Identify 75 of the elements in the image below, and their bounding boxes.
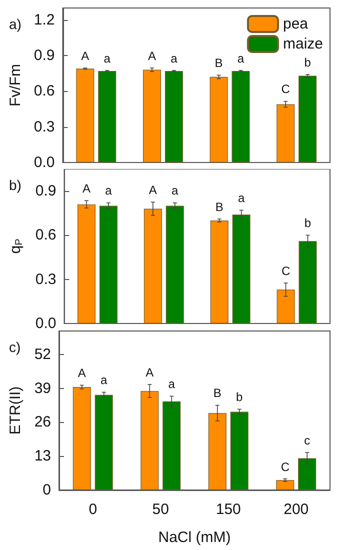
bar [94,394,113,490]
data-label: C [280,460,290,474]
data-label: A [146,365,154,380]
y-tick-label: 52 [34,346,51,363]
data-label: A [82,181,90,196]
y-axis-title: ETR(II) [7,386,24,435]
y-axis-title: Fv/Fm [7,64,24,106]
bar [140,390,159,490]
data-label: a [168,377,176,392]
y-tick-label: 26 [34,414,51,431]
bar [77,204,96,324]
y-tick-label: 0.3 [34,118,55,136]
bar [210,76,228,162]
bar [98,70,116,162]
x-tick-label: 50 [152,501,169,518]
x-tick-label: 150 [216,501,241,518]
y-tick-label: 0.9 [34,47,55,64]
data-label: A [148,182,157,197]
y-tick-label: 0.0 [35,315,56,332]
bar [232,214,250,324]
data-label: a [100,373,108,388]
y-tick-label: 0.6 [35,226,56,244]
y-tick-label: 39 [34,380,51,397]
legend-label: maize [282,36,324,52]
y-tick-label: 0.3 [35,270,56,288]
data-label: b [236,390,244,404]
data-label: a [104,51,111,66]
x-axis-title: NaCl (mM) [158,529,231,546]
bar [144,208,162,324]
text: c) [9,339,21,355]
bar [210,220,228,324]
bar [276,480,294,490]
y-tick-label: 0.6 [34,82,55,100]
bar [76,68,94,162]
data-label: a [172,184,179,198]
bar [162,401,181,490]
data-label: A [81,48,90,63]
bar [99,206,118,324]
bar [298,241,317,324]
data-label: c [304,433,310,448]
bar [276,104,295,162]
bar [230,412,248,490]
bar [208,413,226,490]
y-tick-label: 0 [42,482,51,498]
data-label: A [148,48,156,63]
legend-label: pea [282,16,309,32]
y-tick-label: 1.2 [34,11,55,28]
data-label: B [215,200,224,214]
data-label: B [213,386,222,400]
y-tick-label: 0.0 [34,154,55,171]
data-label: B [214,56,223,70]
data-label: a [237,51,244,66]
bar [72,387,91,490]
bar [298,458,316,490]
bar [232,70,250,162]
text: a) [9,16,22,32]
x-tick-label: 0 [88,501,98,518]
data-label: A [78,366,86,380]
data-label: a [105,184,112,198]
y-tick-label: 13 [34,448,51,465]
data-label: a [170,51,178,66]
y-tick-label: 0.9 [35,182,56,200]
data-label: b [304,216,312,230]
bar [276,290,295,324]
bar [142,70,161,162]
text: b) [9,177,22,193]
data-label: b [304,56,312,70]
bar [166,206,184,324]
data-label: C [281,82,290,96]
y-axis-title: qP [7,238,25,254]
bar [164,70,183,162]
x-tick-label: 200 [284,501,309,518]
data-label: C [281,264,290,278]
bar [298,76,317,162]
data-label: a [238,191,245,206]
